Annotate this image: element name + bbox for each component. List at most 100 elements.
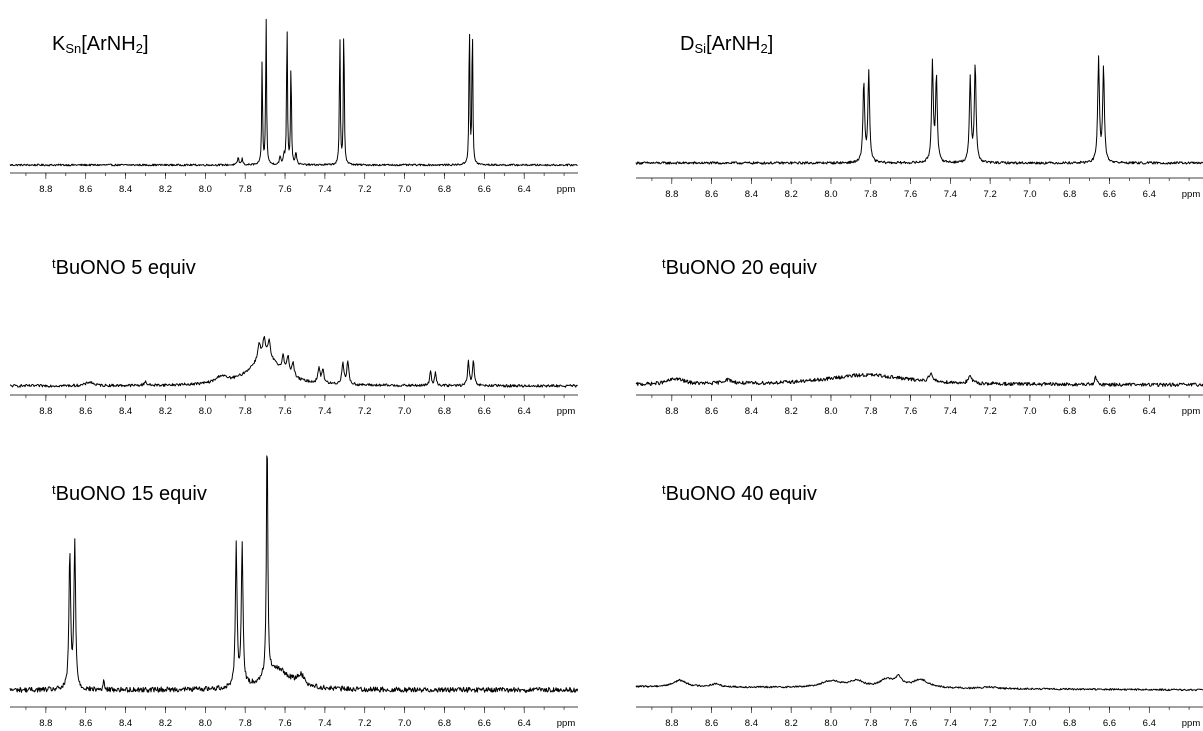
tick-label: 8.8 [665,189,678,200]
panel-title: tBuONO 20 equiv [662,256,817,279]
title-fragment: 2 [760,41,767,56]
tick-label: 6.4 [518,184,531,195]
tick-label: 8.6 [705,189,718,200]
title-fragment: BuONO 40 equiv [666,483,817,505]
spectrum-trace [9,18,578,167]
tick-label: 7.0 [398,406,411,417]
title-fragment: Sn [65,41,81,56]
tick-label: 8.6 [705,718,718,729]
tick-label: 7.6 [904,406,917,417]
tick-label: 7.4 [944,718,957,729]
tick-label: 8.0 [199,184,212,195]
tick-label: 8.2 [159,184,172,195]
tick-label: 7.8 [239,184,252,195]
title-fragment: ] [143,33,149,55]
tick-label: 8.2 [785,718,798,729]
tick-label: 6.8 [1063,189,1076,200]
tick-label: 7.8 [239,718,252,729]
spectrum-panel-3: tBuONO 5 equiv 8.8 8.6 8.4 8.2 8.0 7.8 7.6 7.4 7.… [9,256,578,417]
tick-label: 7.2 [358,184,371,195]
spectrum-panel-5: tBuONO 15 equiv 8.8 8.6 8.4 8.2 8.0 7.8 7.6 7.4 7… [9,455,579,729]
tick-label: 8.2 [159,718,172,729]
tick-label: 7.2 [984,189,997,200]
spectrum-trace [9,335,578,388]
tick-label: 7.4 [944,189,957,200]
tick-label: 8.4 [119,406,132,417]
panel-title: tBuONO 5 equiv [52,256,196,279]
axis-unit-label: ppm [1182,718,1201,729]
tick-label: 6.8 [1063,718,1076,729]
tick-label: 6.4 [1143,189,1156,200]
title-fragment: K [52,33,66,55]
tick-label: 7.4 [318,406,331,417]
spectrum-trace [635,372,1203,388]
tick-label: 7.6 [278,406,291,417]
tick-label: 7.2 [984,406,997,417]
title-fragment: BuONO 15 equiv [56,483,207,505]
panel-title: tBuONO 40 equiv [662,482,817,505]
tick-label: 7.4 [318,718,331,729]
tick-label: 8.0 [824,406,837,417]
tick-label: 6.8 [438,406,451,417]
tick-label: 8.8 [39,718,52,729]
spectrum-trace [635,673,1203,692]
tick-label: 6.6 [478,406,491,417]
axis-unit-label: ppm [557,718,576,729]
title-fragment: [ArNH [706,33,760,55]
tick-label: 8.0 [199,406,212,417]
tick-label: 7.2 [984,718,997,729]
panel-title: KSn[ArNH2] [52,33,149,56]
title-fragment: BuONO 20 equiv [666,257,817,279]
axis-unit-label: ppm [557,184,576,195]
tick-label: 7.0 [1023,718,1036,729]
tick-label: 6.4 [518,406,531,417]
title-fragment: t [52,256,56,271]
title-fragment: D [680,33,694,55]
tick-label: 7.8 [864,189,877,200]
tick-label: 8.6 [79,184,92,195]
tick-label: 8.0 [824,718,837,729]
tick-label: 8.6 [79,718,92,729]
tick-label: 8.8 [39,184,52,195]
tick-label: 6.6 [1103,406,1116,417]
tick-label: 6.8 [438,718,451,729]
tick-label: 7.8 [864,406,877,417]
tick-label: 8.4 [745,406,758,417]
tick-label: 7.6 [278,718,291,729]
tick-label: 6.4 [518,718,531,729]
tick-label: 7.8 [239,406,252,417]
spectrum-panel-2: DSi[ArNH2] 8.8 8.6 8.4 8.2 8.0 7.8 7.6 7.4 7.2 7.0… [635,33,1203,200]
title-fragment: t [662,482,666,497]
tick-label: 6.6 [478,718,491,729]
tick-label: 8.2 [785,189,798,200]
tick-label: 8.6 [79,406,92,417]
tick-label: 8.8 [665,406,678,417]
tick-label: 6.4 [1143,406,1156,417]
tick-label: 7.8 [864,718,877,729]
tick-label: 8.4 [119,184,132,195]
tick-label: 8.6 [705,406,718,417]
tick-label: 7.0 [1023,406,1036,417]
tick-label: 7.6 [278,184,291,195]
tick-label: 7.0 [1023,189,1036,200]
tick-label: 8.0 [824,189,837,200]
tick-label: 8.4 [745,718,758,729]
title-fragment: ] [768,33,774,55]
spectrum-panel-1: KSn[ArNH2] 8.8 8.6 8.4 8.2 8.0 7.8 7.6 7.4 7.2 7.0… [9,18,578,195]
tick-label: 6.4 [1143,718,1156,729]
tick-label: 8.0 [199,718,212,729]
title-fragment: BuONO 5 equiv [56,257,196,279]
spectrum-panel-6: tBuONO 40 equiv 8.8 8.6 8.4 8.2 8.0 7.8 7.6 7.4 7… [635,482,1203,729]
title-fragment: t [52,482,56,497]
tick-label: 8.8 [39,406,52,417]
tick-label: 8.4 [119,718,132,729]
tick-label: 7.2 [358,406,371,417]
axis-unit-label: ppm [557,406,576,417]
tick-label: 7.6 [904,718,917,729]
tick-label: 7.0 [398,718,411,729]
axis-unit-label: ppm [1182,406,1201,417]
tick-label: 7.6 [904,189,917,200]
title-fragment: t [662,256,666,271]
title-fragment: [ArNH [81,33,135,55]
